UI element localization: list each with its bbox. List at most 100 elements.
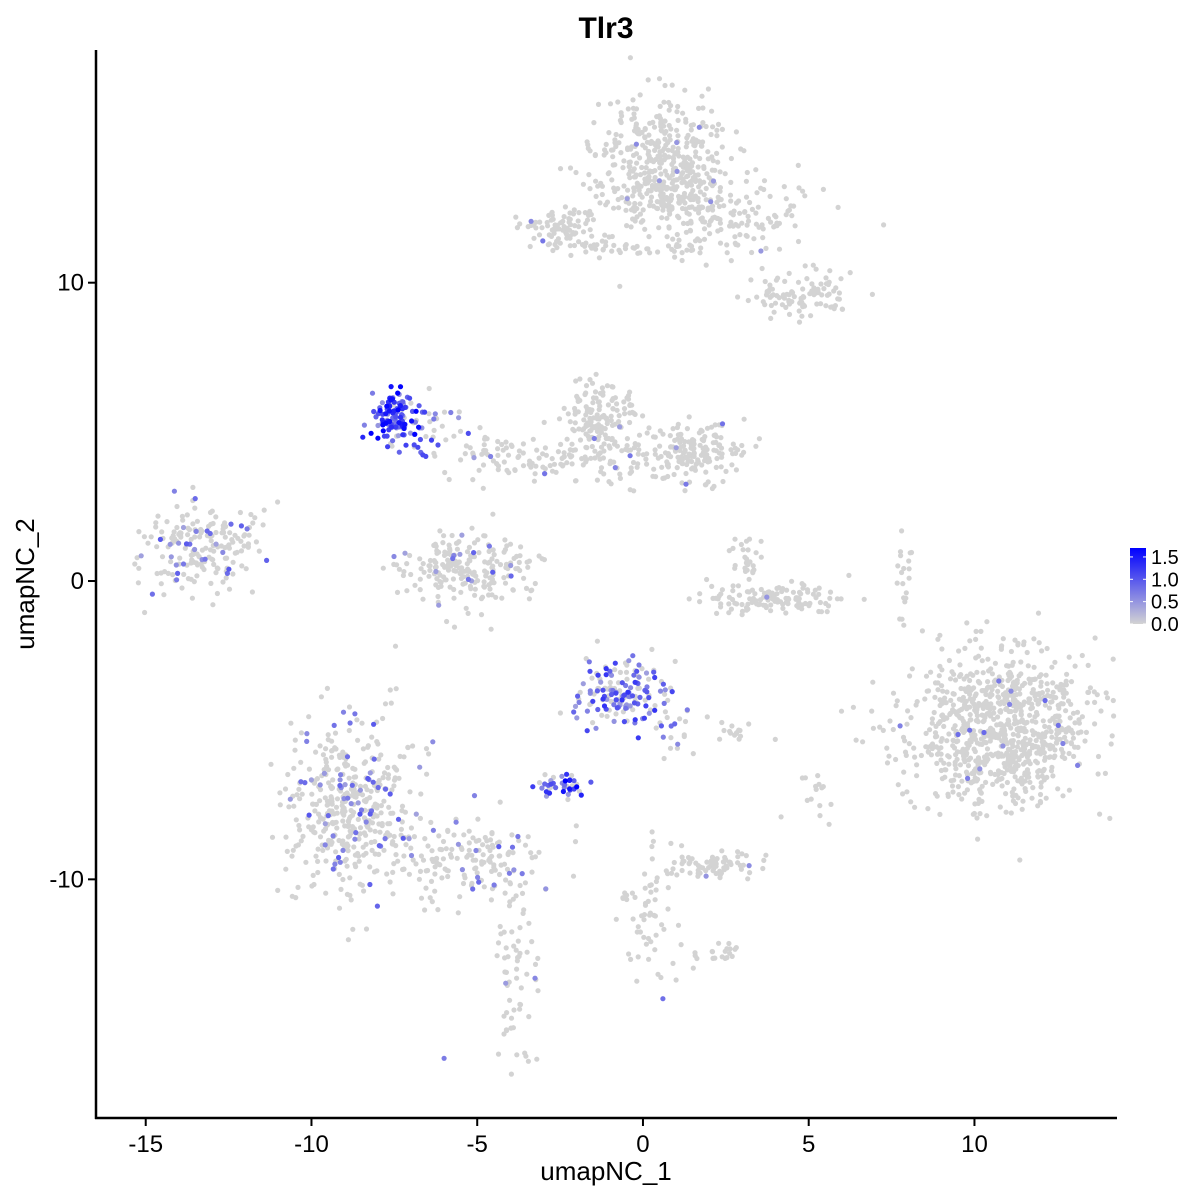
cell-point: [479, 861, 485, 867]
cell-point: [571, 709, 577, 715]
cell-point: [197, 534, 203, 540]
cell-point: [323, 858, 329, 864]
cell-point: [465, 610, 471, 617]
cell-point: [371, 869, 378, 875]
cell-point: [960, 746, 966, 752]
cell-point: [1008, 768, 1015, 775]
cell-point: [769, 590, 775, 596]
cell-point: [531, 478, 538, 484]
cell-point: [245, 544, 251, 550]
cell-point: [759, 265, 765, 272]
cell-point: [296, 786, 302, 792]
cell-point: [973, 709, 980, 715]
cell-point: [886, 753, 892, 759]
cell-point: [682, 87, 688, 93]
cell-point: [465, 576, 471, 583]
cell-point: [632, 200, 638, 207]
cell-point: [744, 589, 751, 595]
cell-point: [489, 831, 495, 837]
cell-point: [1092, 699, 1098, 706]
cell-point: [783, 595, 789, 601]
cell-point: [381, 770, 388, 776]
cell-point: [521, 575, 527, 581]
cell-point: [600, 687, 606, 693]
cell-point: [775, 599, 781, 605]
cell-point: [939, 683, 945, 689]
cell-point: [488, 897, 494, 903]
cell-point: [511, 943, 517, 949]
cell-point: [336, 854, 342, 861]
cell-point: [1057, 718, 1063, 724]
cell-point: [785, 601, 791, 607]
cell-point: [640, 207, 646, 213]
cell-point: [709, 854, 716, 860]
cell-point: [536, 232, 543, 238]
cell-point: [298, 838, 304, 844]
cell-point: [593, 725, 599, 731]
cell-point: [528, 218, 534, 224]
cell-point: [931, 709, 937, 716]
cell-point: [990, 781, 996, 788]
cell-point: [396, 775, 402, 781]
cell-point: [645, 935, 652, 942]
cell-point: [501, 1013, 507, 1019]
cell-point: [714, 215, 720, 221]
cell-point: [683, 454, 689, 461]
cell-point: [979, 741, 985, 748]
cell-point: [1018, 711, 1024, 718]
cell-point: [458, 457, 464, 463]
cell-point: [802, 600, 809, 607]
cell-point: [684, 135, 690, 141]
cell-point: [808, 796, 814, 802]
cell-point: [246, 532, 252, 538]
cell-point: [642, 885, 648, 891]
cell-point: [746, 576, 752, 582]
cell-point: [532, 961, 539, 968]
cell-point: [379, 400, 385, 406]
cell-point: [644, 159, 650, 165]
cell-point: [1097, 811, 1103, 817]
cell-point: [185, 525, 191, 531]
cell-point: [486, 857, 492, 864]
cell-point: [603, 672, 609, 678]
cell-point: [564, 460, 570, 466]
cell-point: [595, 101, 602, 107]
cell-point: [594, 638, 601, 644]
cell-point: [816, 608, 822, 615]
cell-point: [208, 580, 214, 587]
cell-point: [962, 645, 968, 652]
cell-point: [668, 735, 674, 741]
cell-point: [181, 571, 187, 578]
cell-point: [1068, 740, 1074, 746]
cell-point: [501, 575, 507, 581]
cell-point: [1054, 740, 1060, 746]
cell-point: [607, 445, 613, 451]
cell-point: [748, 277, 754, 283]
cell-point: [509, 832, 515, 838]
cell-point: [540, 238, 546, 244]
cell-point: [660, 681, 667, 687]
cell-point: [1033, 719, 1039, 725]
cell-point: [308, 827, 314, 833]
cell-point: [594, 428, 601, 434]
cell-point: [600, 389, 606, 395]
cell-point: [539, 225, 545, 231]
cell-point: [553, 469, 559, 475]
cell-point: [416, 424, 422, 430]
cell-point: [583, 220, 589, 227]
cell-point: [238, 548, 245, 554]
cell-point: [347, 720, 353, 726]
cell-point: [963, 769, 970, 775]
cell-point: [494, 558, 500, 564]
cell-point: [628, 146, 634, 152]
cell-point: [577, 376, 583, 382]
cell-point: [223, 575, 229, 581]
cell-point: [735, 294, 741, 300]
cell-point: [591, 120, 597, 126]
cell-point: [653, 725, 659, 731]
cell-point: [901, 622, 907, 628]
cell-point: [700, 120, 706, 126]
cell-point: [593, 178, 599, 184]
cell-point: [481, 884, 487, 890]
cell-point: [325, 732, 331, 738]
